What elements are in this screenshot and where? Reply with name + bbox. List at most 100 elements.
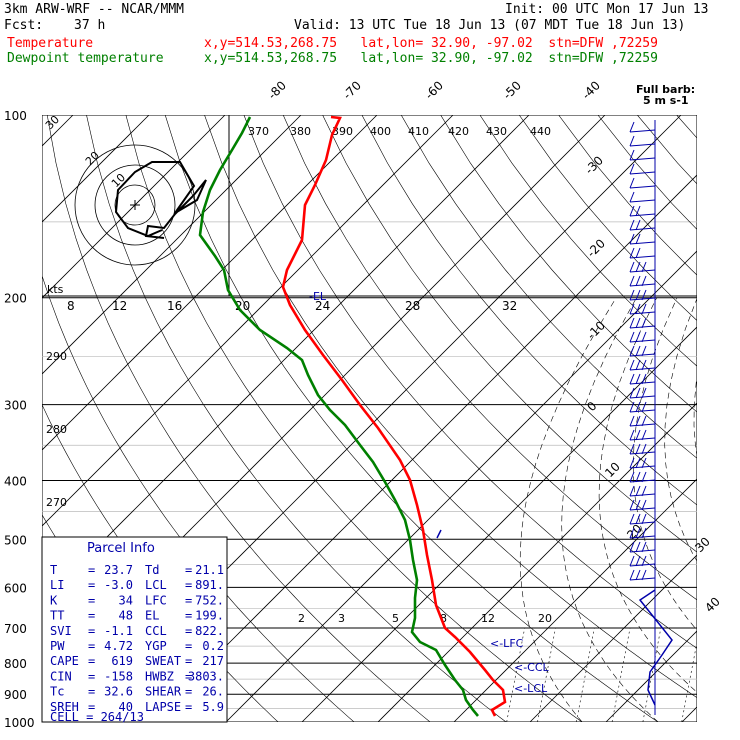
barb-flag — [629, 289, 635, 301]
dry-adiabat — [400, 115, 697, 459]
parcel-value: 0.2 — [202, 639, 224, 653]
parcel-key: LCL — [145, 578, 167, 592]
barb-flag — [635, 485, 641, 497]
parcel-eq: = — [185, 669, 192, 683]
dry-adiabat — [440, 115, 697, 413]
barb-flag — [635, 513, 641, 525]
barb-flag — [635, 429, 641, 441]
parcel-eq: = — [88, 700, 95, 714]
barb-flag — [635, 457, 641, 469]
dry-adiabat — [637, 115, 697, 185]
barb-shaft — [629, 157, 656, 161]
isotherm — [529, 554, 697, 722]
barb-flag — [641, 555, 647, 567]
pressure-label: 100 — [4, 109, 27, 123]
parcel-value: 34 — [119, 593, 133, 607]
valid-time: Valid: 13 UTC Tue 18 Jun 13 (07 MDT Tue … — [294, 18, 686, 33]
parcel-eq: = — [185, 609, 192, 623]
forecast-hour: 37 h — [74, 18, 106, 33]
wind-barb — [629, 415, 656, 427]
mixing-ratio-label: 3 — [338, 612, 345, 625]
parcel-eq: = — [185, 685, 192, 699]
parcel-value: -3.0 — [104, 578, 133, 592]
wind-barb — [629, 275, 656, 287]
parcel-value: 48 — [119, 609, 133, 623]
isotherm — [301, 326, 697, 722]
isotherm-label: 30 — [692, 534, 713, 555]
parcel-value: -1.1 — [104, 624, 133, 638]
dry-adiabat — [361, 115, 697, 506]
parcel-value: 822. — [195, 624, 224, 638]
parcel-key: SVI — [50, 624, 72, 638]
isotherm — [42, 115, 226, 299]
barb-flag — [629, 471, 635, 483]
parcel-key: K — [50, 593, 58, 607]
moist-adiabat — [561, 297, 659, 722]
barb-flag — [635, 261, 641, 273]
barb-flag — [641, 541, 647, 553]
barb-flag — [629, 247, 635, 259]
mixing-ratio-line — [537, 627, 556, 722]
parcel-key: TT — [50, 609, 64, 623]
moist-adiabat — [664, 297, 697, 562]
init-time: Init: 00 UTC Mon 17 Jun 13 — [505, 2, 709, 17]
barb-flag — [641, 261, 647, 273]
parcel-key: CAPE — [50, 654, 79, 668]
hodograph-speed-label: 32 — [502, 299, 517, 313]
wind-barb — [629, 177, 656, 189]
isotherm — [42, 115, 454, 527]
level-marker: -EL — [309, 290, 327, 303]
moist-adiabat — [519, 297, 617, 722]
theta-label: 420 — [448, 125, 469, 138]
parcel-eq: = — [88, 654, 95, 668]
barb-flag — [641, 471, 647, 483]
wind-barb — [629, 261, 656, 273]
parcel-key: LFC — [145, 593, 167, 607]
wind-barb — [629, 205, 656, 217]
barb-flag — [641, 513, 647, 525]
barb-flag — [635, 373, 641, 385]
wind-barb — [629, 569, 656, 581]
parcel-eq: = — [185, 700, 192, 714]
barb-flag — [629, 373, 635, 385]
parcel-key: LAPSE — [145, 700, 181, 714]
pressure-label: 1000 — [4, 716, 35, 730]
moist-adiabat — [632, 297, 697, 631]
hodograph-speed-label: 16 — [167, 299, 182, 313]
parcel-value: 891. — [195, 578, 224, 592]
forecast-label: Fcst: — [4, 18, 44, 33]
wind-barb — [629, 345, 656, 357]
wind-barb — [629, 401, 656, 413]
hodograph-ring — [114, 184, 156, 226]
barb-flag — [635, 471, 641, 483]
parcel-key: SHEAR — [145, 685, 182, 699]
mixing-ratio-line — [681, 640, 697, 722]
theta-label: 440 — [530, 125, 551, 138]
theta-label: 390 — [332, 125, 353, 138]
barb-legend-line1: Full barb: — [636, 83, 695, 96]
parcel-value: 26. — [202, 685, 224, 699]
pressure-label: 600 — [4, 581, 27, 595]
hodograph-speed-label: 12 — [112, 299, 127, 313]
wind-barb — [629, 289, 656, 301]
isotherm-label: -50 — [500, 78, 524, 102]
isotherm — [605, 630, 697, 722]
barb-flag — [635, 205, 641, 217]
isotherm — [42, 115, 302, 375]
barb-flag — [635, 275, 641, 287]
theta-label: 400 — [370, 125, 391, 138]
isotherm — [42, 115, 378, 451]
dry-adiabat — [204, 115, 697, 699]
barb-flag — [629, 149, 635, 161]
barb-flag — [641, 303, 647, 315]
level-marker: <-LCL — [514, 682, 548, 695]
model-title: 3km ARW-WRF -- NCAR/MMM — [4, 2, 185, 17]
barb-flag — [641, 331, 647, 343]
parcel-eq: = — [185, 624, 192, 638]
parcel-eq: = — [88, 578, 95, 592]
barb-flag — [629, 219, 635, 231]
parcel-value: 40 — [119, 700, 133, 714]
parcel-key: LI — [50, 578, 64, 592]
parcel-value: 619 — [111, 654, 133, 668]
